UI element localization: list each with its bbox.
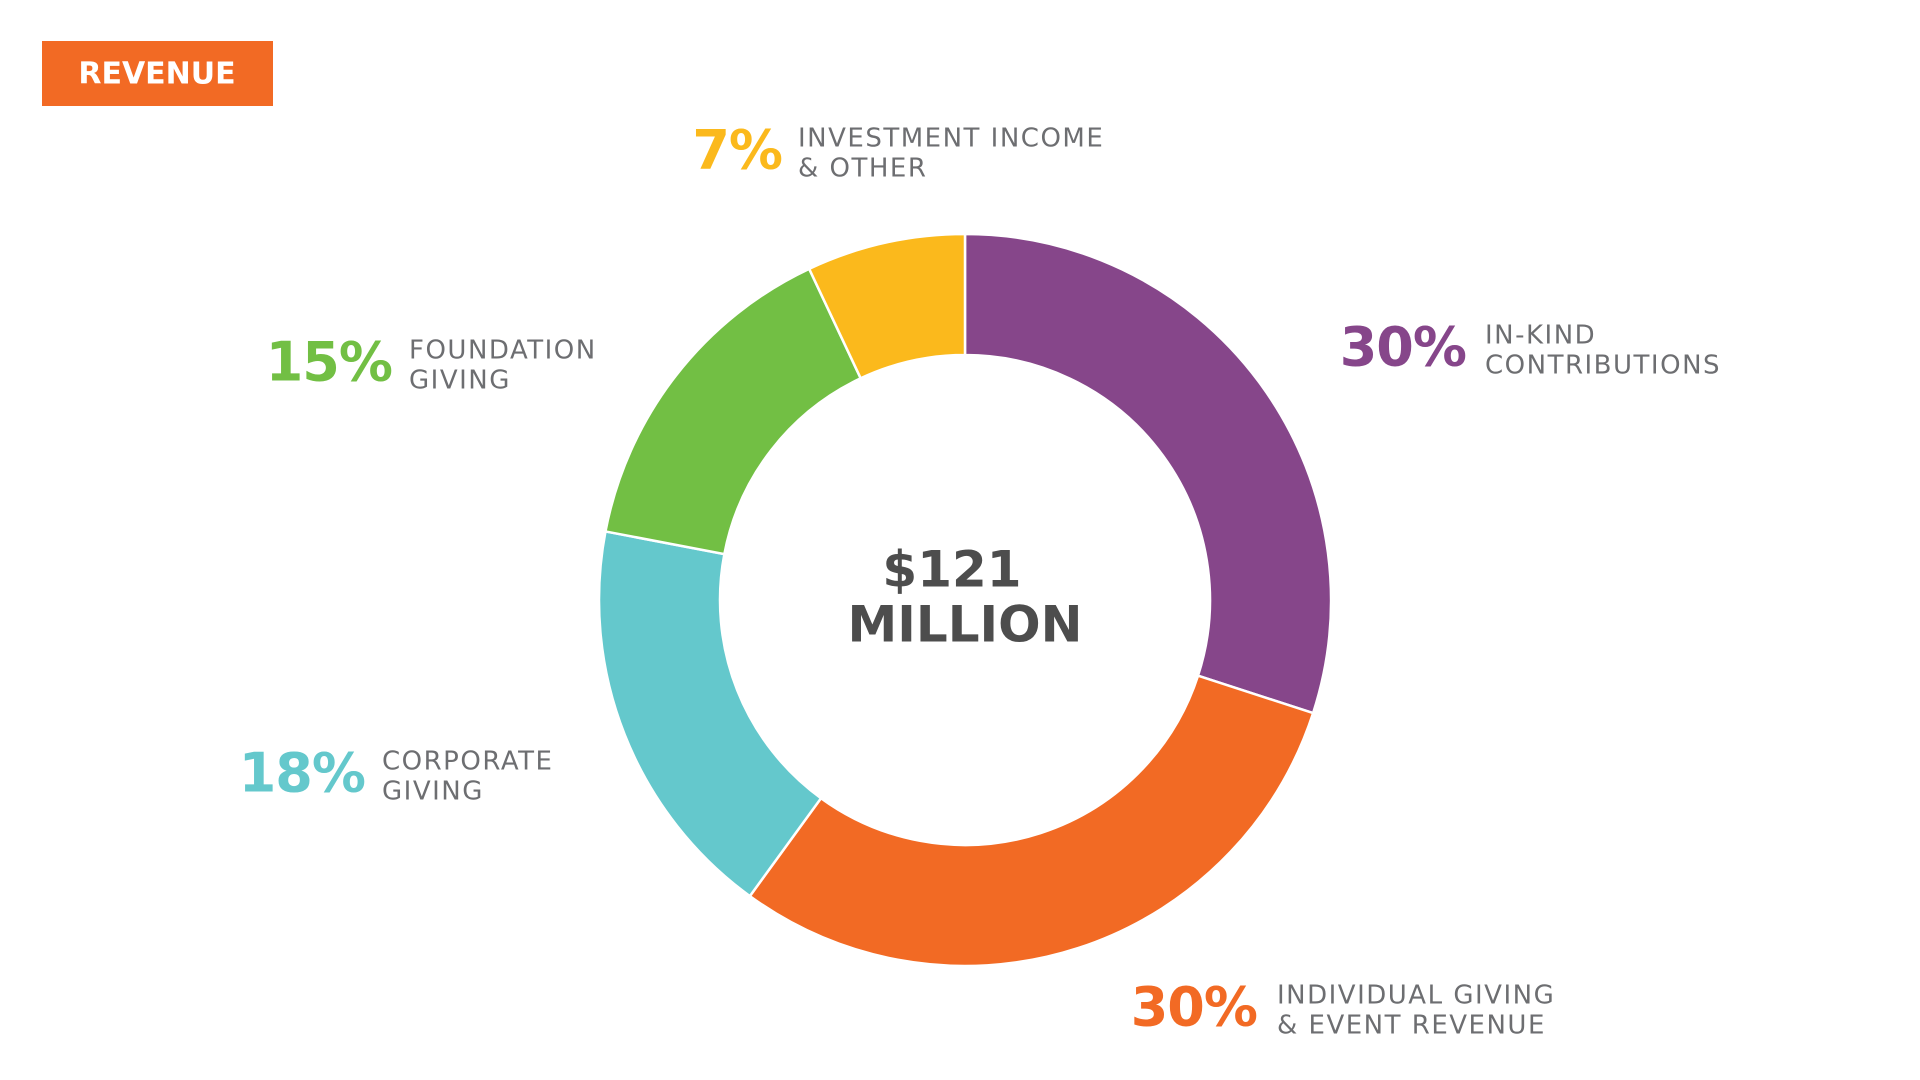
donut-segment <box>963 232 1333 715</box>
segment-label: FOUNDATION <box>409 336 597 366</box>
segment-label: GIVING <box>382 777 484 807</box>
value-label: 15% <box>266 331 392 394</box>
segment-label: GIVING <box>409 366 511 396</box>
value-label: 30% <box>1131 976 1257 1039</box>
center-text: $121 <box>882 541 1021 599</box>
donut-segment <box>597 529 823 898</box>
segment-label: & OTHER <box>798 154 927 184</box>
segment-label: INVESTMENT INCOME <box>798 124 1104 154</box>
value-label: 30% <box>1340 316 1466 379</box>
donut-segment <box>807 232 967 380</box>
value-label: 18% <box>239 742 365 805</box>
segment-label: IN-KIND <box>1485 321 1596 351</box>
chart-title: REVENUE <box>78 57 235 92</box>
value-label: 7% <box>692 119 782 182</box>
segment-label: CONTRIBUTIONS <box>1485 351 1721 381</box>
center-text: MILLION <box>847 596 1082 654</box>
segment-label: INDIVIDUAL GIVING <box>1277 981 1555 1011</box>
segment-label: CORPORATE <box>382 747 553 777</box>
donut-segment <box>748 674 1315 968</box>
segment-label: & EVENT REVENUE <box>1277 1011 1546 1041</box>
title-badge <box>42 41 273 106</box>
donut-segment <box>604 267 863 556</box>
